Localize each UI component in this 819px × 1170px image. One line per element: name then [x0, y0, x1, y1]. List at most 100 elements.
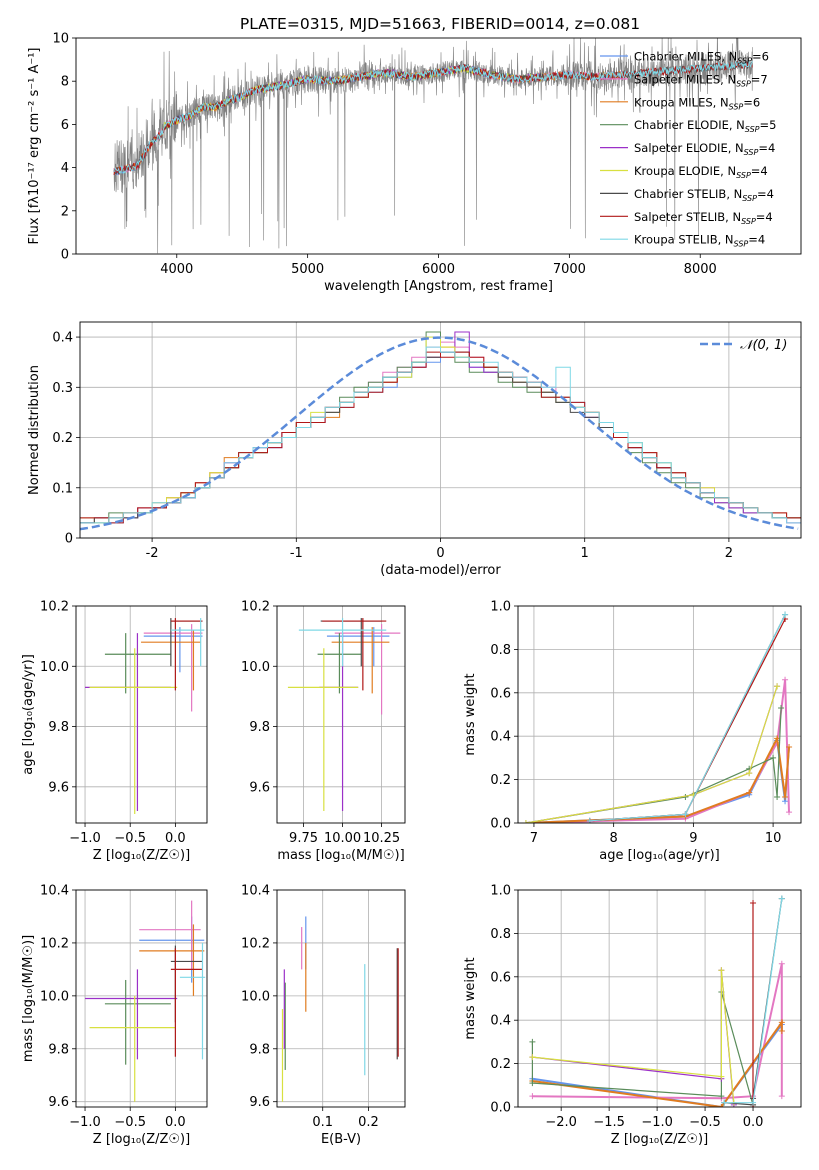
weight-marker	[786, 744, 793, 751]
weight-marker	[522, 820, 529, 823]
gaussian-curve	[80, 336, 799, 531]
weight-line	[525, 686, 778, 823]
weight-marker	[782, 793, 789, 800]
weight-marker	[746, 770, 753, 777]
y-tick-label: 10.2	[241, 936, 270, 951]
weight-marker	[529, 1093, 536, 1100]
y-tick-label: 10.0	[241, 989, 270, 1004]
weight-marker	[718, 967, 725, 974]
y-tick-label: 0.2	[490, 773, 511, 788]
y-axis-label: mass weight	[463, 957, 478, 1039]
weight-line	[531, 991, 754, 1105]
weight-line	[525, 737, 790, 823]
y-tick-label: 1.0	[490, 600, 511, 615]
legend-entry: Salpeter ELODIE, NSSP=4	[634, 141, 775, 157]
weight-marker	[774, 683, 781, 690]
y-tick-label: 10.2	[40, 936, 69, 951]
weight-marker	[770, 754, 777, 761]
legend-entry: Kroupa MILES, NSSP=6	[634, 95, 760, 111]
legend-entry: Kroupa ELODIE, NSSP=4	[634, 164, 768, 180]
weight-marker	[774, 735, 781, 742]
axes-frame	[75, 889, 208, 1108]
x-tick-label: −0.5	[689, 1115, 721, 1130]
y-tick-label: 9.6	[48, 780, 69, 795]
plot-area	[85, 900, 206, 1102]
plot-area	[85, 618, 205, 814]
weight-marker	[778, 960, 785, 967]
plot-area	[281, 916, 399, 1102]
legend-entry: Chabrier ELODIE, NSSP=5	[634, 118, 776, 134]
y-tick-label: 4	[61, 161, 69, 176]
weight-marker	[778, 704, 785, 711]
plot-area	[80, 331, 801, 531]
x-tick-label: 4000	[160, 262, 193, 277]
x-tick-label: -2	[146, 546, 159, 561]
x-tick-label: 0.0	[743, 1115, 764, 1130]
x-tick-label: 8	[610, 831, 618, 846]
y-tick-label: 10.0	[241, 660, 270, 675]
y-tick-label: 0.4	[490, 1014, 511, 1029]
x-tick-label: 9	[689, 831, 697, 846]
x-tick-label: −0.5	[114, 831, 146, 846]
plot-area	[113, 38, 753, 254]
y-tick-label: 9.6	[249, 780, 270, 795]
x-tick-label: 5000	[291, 262, 324, 277]
legend-entry: Chabrier MILES, NSSP=6	[634, 50, 769, 66]
x-tick-label: 0	[436, 546, 444, 561]
y-tick-label: 0.6	[490, 686, 511, 701]
panel-age-vs-Z: −1.0 −0.5 0.0 9.6 9.8 10.0 10.2 Z [log₁₀(Z/Z☉)]…	[21, 600, 208, 863]
x-tick-label: −1.0	[69, 831, 101, 846]
y-axis-label: Normed distribution	[27, 365, 42, 495]
axes-frame	[276, 605, 406, 824]
y-tick-label: 10	[52, 32, 69, 47]
y-tick-label: 10.0	[40, 660, 69, 675]
weight-marker	[778, 1028, 785, 1035]
axes-frame	[517, 889, 802, 1108]
weight-marker	[782, 611, 789, 618]
weight-line	[532, 970, 735, 1103]
y-tick-label: 10.0	[40, 989, 69, 1004]
y-tick-label: 10.4	[241, 884, 270, 899]
x-axis-label: Z [log₁₀(Z/Z☉)]	[93, 848, 190, 863]
y-tick-label: 0	[65, 532, 73, 547]
x-tick-label: 1	[581, 546, 589, 561]
spectrum-legend: Chabrier MILES, NSSP=6 Salpeter MILES, NS…	[600, 50, 776, 249]
legend-entry: 𝒩(0, 1)	[740, 338, 787, 353]
y-tick-label: 9.8	[249, 720, 270, 735]
panel-mass-vs-ebv: 0.1 0.2 9.6 9.8 10.0 10.2 10.4 E(B-V)	[241, 884, 406, 1147]
x-tick-label: 0.2	[358, 1115, 379, 1130]
x-axis-label: wavelength [Angstrom, rest frame]	[324, 279, 553, 294]
histogram-step	[80, 346, 801, 524]
y-tick-label: 9.8	[249, 1042, 270, 1057]
y-tick-label: 10.4	[40, 884, 69, 899]
weight-marker	[682, 811, 689, 818]
weight-marker	[529, 1080, 536, 1087]
weight-marker	[774, 793, 781, 800]
x-tick-label: 7	[530, 831, 538, 846]
y-tick-label: 0.6	[490, 970, 511, 985]
weight-marker	[778, 1093, 785, 1100]
y-tick-label: 1.0	[490, 884, 511, 899]
weight-marker	[746, 789, 753, 796]
x-axis-label: Z [log₁₀(Z/Z☉)]	[611, 1132, 708, 1147]
x-axis-label: Z [log₁₀(Z/Z☉)]	[93, 1132, 190, 1147]
axes-frame	[75, 37, 802, 255]
weight-line	[589, 614, 786, 822]
x-tick-label: 6000	[422, 262, 455, 277]
weight-line	[532, 1019, 783, 1107]
y-tick-label: 8	[61, 75, 69, 90]
x-axis-label: E(B-V)	[321, 1132, 361, 1147]
legend-entry: Kroupa STELIB, NSSP=4	[634, 233, 765, 249]
x-tick-label: -1	[290, 546, 303, 561]
plot-area	[287, 618, 401, 811]
legend-entry: Chabrier STELIB, NSSP=4	[634, 187, 774, 203]
y-tick-label: 0.8	[490, 643, 511, 658]
y-tick-label: 9.6	[48, 1095, 69, 1110]
weight-marker	[718, 1093, 725, 1100]
y-axis-label: mass [log₁₀(M/M☉)]	[21, 935, 36, 1062]
axes-frame	[79, 321, 802, 539]
x-tick-label: −1.5	[593, 1115, 625, 1130]
legend-entry: Salpeter STELIB, NSSP=4	[634, 210, 773, 226]
x-axis-label: mass [log₁₀(M/M☉)]	[277, 848, 404, 863]
